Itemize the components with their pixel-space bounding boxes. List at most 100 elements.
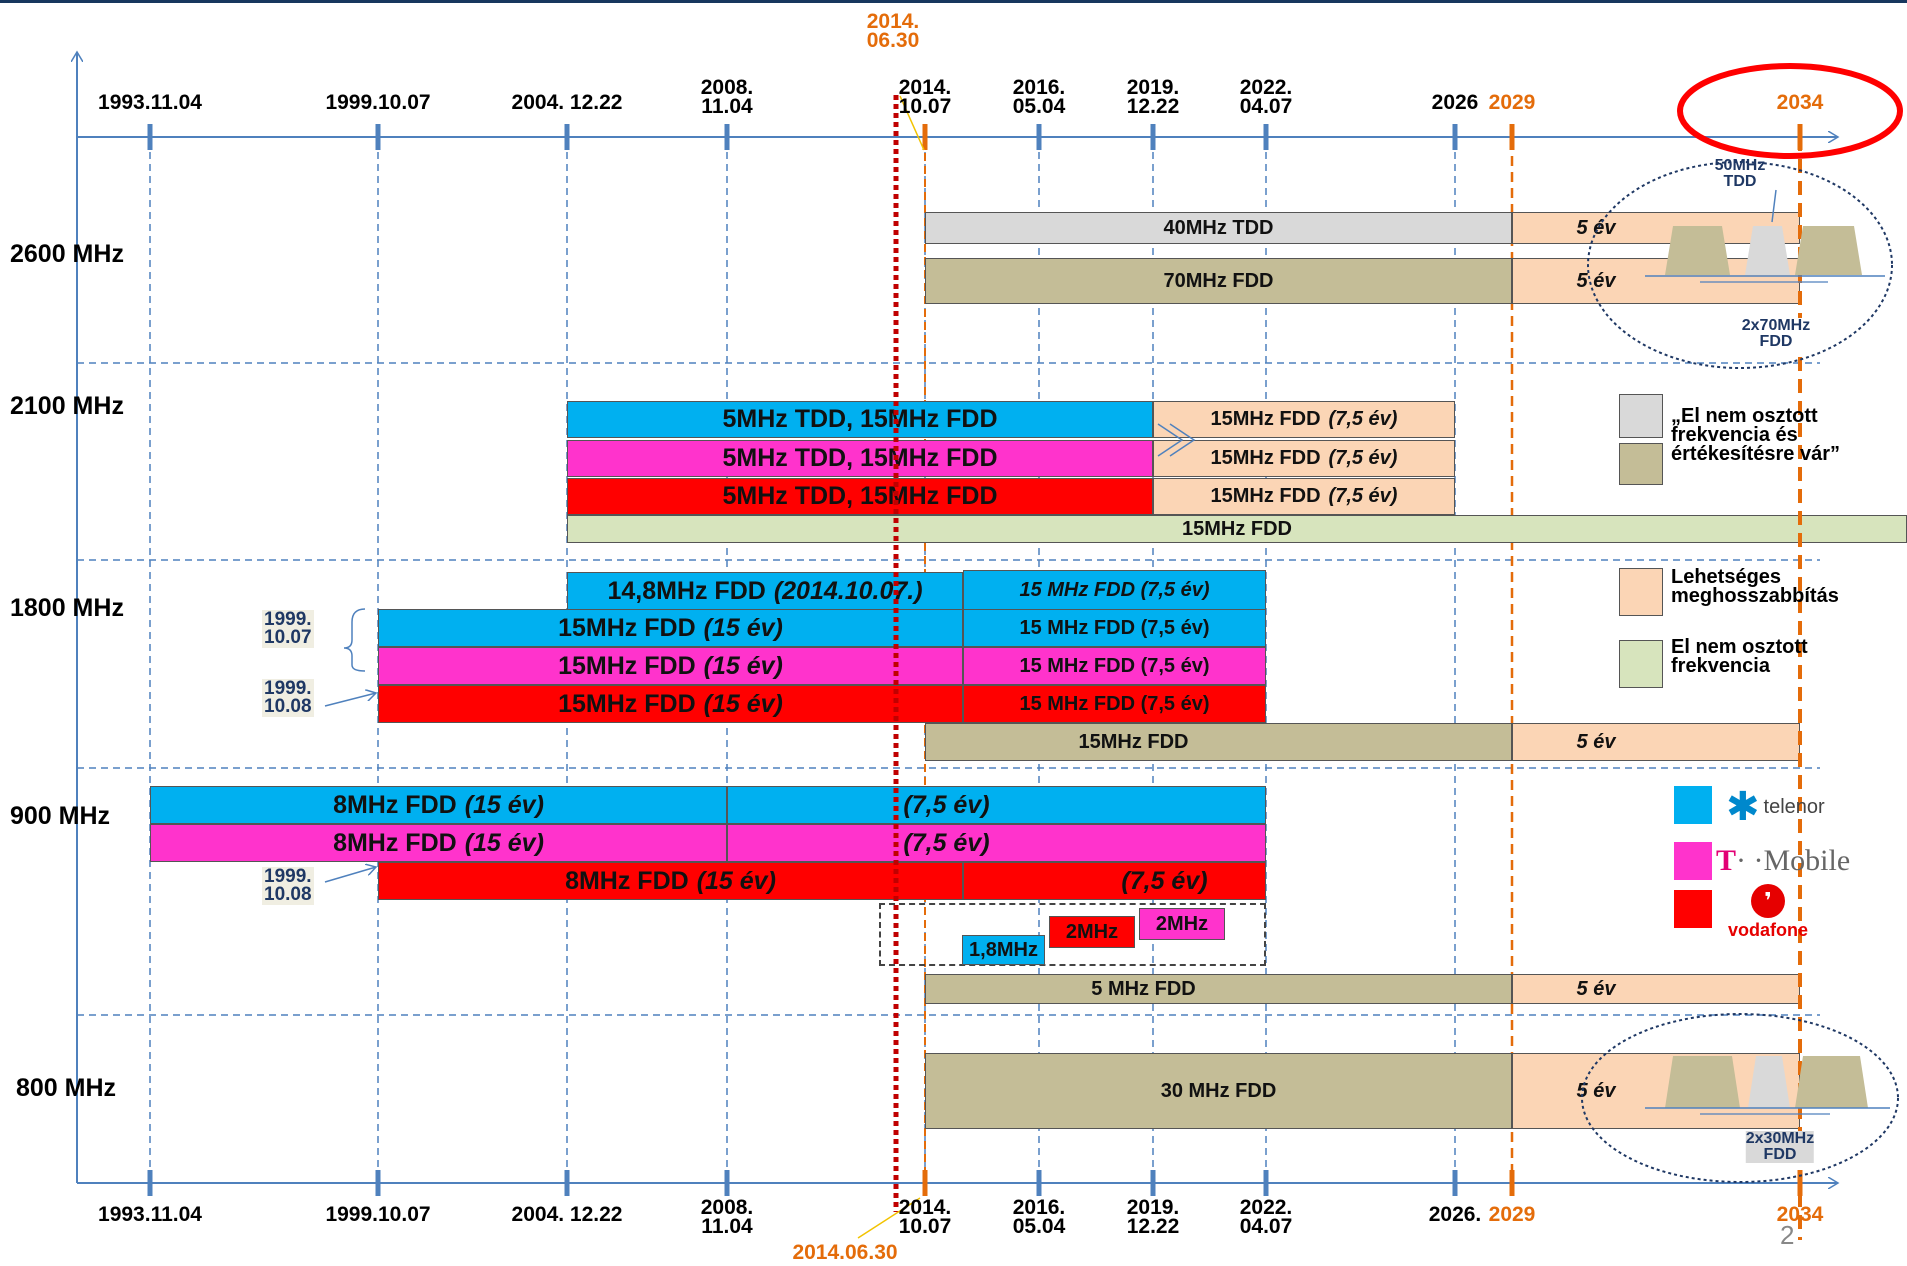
bottom-tick-label: 2004. 12.22 (511, 1203, 623, 1226)
bar-1800-op1: 15MHz FDD (15 év) (378, 609, 963, 647)
tmobile-wordmark: · ·Mobile (1736, 844, 1851, 877)
tick-mark-bottom (1036, 1170, 1042, 1196)
bar-label: 8MHz FDD (333, 828, 457, 857)
bar-label: 5MHz TDD, 15MHz FDD (722, 405, 998, 433)
bar-label: 15MHz FDD (558, 613, 696, 642)
bar-italic: (15 év) (703, 689, 783, 718)
top-tick-label: 2008. 11.04 (700, 76, 754, 118)
bar-ext-label: 15 MHz FDD (7,5 év) (1019, 654, 1210, 677)
bar-label: 15MHz FDD (558, 651, 696, 680)
tick-mark-top (375, 124, 381, 150)
bar-1800-unallocated-ext: 5 év (1512, 723, 1800, 761)
tick-mark-top (1797, 124, 1803, 150)
bar-900-telenor: 8MHz FDD (15 év) (150, 786, 727, 824)
bar-label: 2MHz (1065, 920, 1119, 943)
top-tick-label: 2016. 05.04 (1012, 76, 1066, 118)
bar-italic: (2014.10.07.) (773, 576, 923, 605)
bar-800: 30 MHz FDD (925, 1053, 1512, 1129)
bar-italic: (15 év) (703, 613, 783, 642)
tick-mark-bottom (375, 1170, 381, 1196)
top-tick-label: 2014. 10.07 (898, 76, 952, 118)
bar-2100-op2: 5MHz TDD, 15MHz FDD (567, 440, 1153, 477)
band-label: 1800 MHz (10, 594, 124, 622)
tick-mark-top (564, 124, 570, 150)
bottom-tick-label: 2026. (1428, 1203, 1482, 1226)
bar-2100-op1-ext: 15MHz FDD (7,5 év) (1153, 401, 1455, 438)
bar-label: 5MHz TDD, 15MHz FDD (722, 482, 998, 510)
bar-2600-fdd: 70MHz FDD (925, 258, 1512, 304)
top-tick-label: 2034 (1776, 91, 1824, 114)
legend-swatch (1619, 640, 1663, 688)
tick-mark-top (1036, 124, 1042, 150)
bar-1800-op3: 15MHz FDD (15 év) (378, 685, 963, 723)
bar-italic: (15 év) (464, 790, 544, 819)
tick-mark-top (1150, 124, 1156, 150)
bottom-tick-label: 2029 (1488, 1203, 1536, 1226)
bar-label: 8MHz FDD (333, 790, 457, 819)
bar-900-unallocated-ext: 5 év (1512, 974, 1800, 1004)
bar-1800-telenor-a: 14,8MHz FDD (2014.10.07.) (567, 572, 963, 610)
bar-label: 15MHz FDD (1181, 517, 1292, 540)
bar-ext-label: (7,5 év) (1121, 866, 1208, 895)
tick-mark-top (1452, 124, 1458, 150)
bar-1800-op2-ext: 15 MHz FDD (7,5 év) (963, 647, 1266, 685)
tick-mark-top (724, 124, 730, 150)
top-tick-label: 2029 (1488, 91, 1536, 114)
bar-900-small-vodafone: 2MHz (1049, 916, 1135, 948)
bar-2100-op1: 5MHz TDD, 15MHz FDD (567, 401, 1153, 438)
note-1800-a: 1999. 10.07 (262, 609, 314, 648)
bar-ext-label: 5 év (1576, 977, 1616, 1000)
tick-mark-bottom (1150, 1170, 1156, 1196)
bar-900-tmobile-ext: (7,5 év) (727, 824, 1266, 862)
operator-swatch (1674, 842, 1712, 880)
bar-800-ext: 5 év (1512, 1053, 1800, 1129)
bar-label: 15MHz FDD (1078, 730, 1189, 753)
legend-text-2: Lehetséges meghosszabbítás (1671, 566, 1839, 607)
legend-text-1: „El nem osztott frekvencia és értékesíté… (1671, 405, 1841, 465)
bar-label: 30 MHz FDD (1160, 1079, 1277, 1102)
bar-900-telenor-ext: (7,5 év) (727, 786, 1266, 824)
bar-italic: (15 év) (703, 651, 783, 680)
bottom-tick-label: 1999.10.07 (325, 1203, 431, 1226)
bar-ext-label: (7,5 év) (903, 828, 990, 857)
bar-ext-label: 5 év (1576, 730, 1616, 753)
tick-mark-top (1509, 124, 1515, 150)
deadline-label-bottom: 2014.06.30 (792, 1241, 898, 1264)
bar-label: 5 MHz FDD (1091, 977, 1196, 1000)
bar-2100-unallocated: 15MHz FDD (567, 515, 1907, 543)
top-tick-label: 2019. 12.22 (1126, 76, 1180, 118)
operator-swatch (1674, 890, 1712, 928)
bar-2100-op2-ext: 15MHz FDD (7,5 év) (1153, 440, 1455, 477)
bar-2100-op3: 5MHz TDD, 15MHz FDD (567, 478, 1153, 515)
bar-label: 2MHz (1155, 912, 1209, 935)
bar-2600-fdd-ext: 5 év (1512, 258, 1800, 304)
bar-italic: (15 év) (696, 866, 776, 895)
tick-mark-bottom (1452, 1170, 1458, 1196)
telenor-logo: ✱ telenor (1726, 784, 1825, 830)
bar-ext-label: 5 év (1576, 1079, 1616, 1102)
page-number: 2 (1780, 1220, 1795, 1250)
legend-swatch (1619, 394, 1663, 438)
tick-mark-bottom (724, 1170, 730, 1196)
vodafone-logo: ❜ vodafone (1728, 884, 1808, 941)
tick-mark-2014-orange-b (922, 1170, 928, 1196)
vodafone-icon: ❜ (1751, 884, 1785, 918)
bar-1800-telenor-a-ext: 15 MHz FDD (7,5 év) (963, 570, 1266, 610)
bar-ext-label: (7,5 év) (903, 790, 990, 819)
bar-ext-label: 15 MHz FDD (7,5 év) (1019, 692, 1210, 715)
bar-ext-italic: (7,5 év) (1328, 408, 1398, 430)
circle-2600-bottom: 2x70MHz FDD (1741, 317, 1811, 350)
bottom-tick-label: 2022. 04.07 (1239, 1196, 1293, 1238)
bar-ext-label: 15 MHz FDD (7,5 év) (1019, 578, 1210, 601)
bottom-tick-label: 2034 (1776, 1203, 1824, 1226)
bar-label: 15MHz FDD (558, 689, 696, 718)
bar-900-small-telenor: 1,8MHz (962, 935, 1045, 965)
bottom-tick-label: 2008. 11.04 (700, 1196, 754, 1238)
bar-900-vodafone-ext: (7,5 év) (963, 862, 1266, 900)
tick-mark-bottom (1797, 1170, 1803, 1196)
operator-swatch (1674, 786, 1712, 824)
tick-mark-bottom (147, 1170, 153, 1196)
tick-mark-bottom (564, 1170, 570, 1196)
bottom-tick-label: 2019. 12.22 (1126, 1196, 1180, 1238)
